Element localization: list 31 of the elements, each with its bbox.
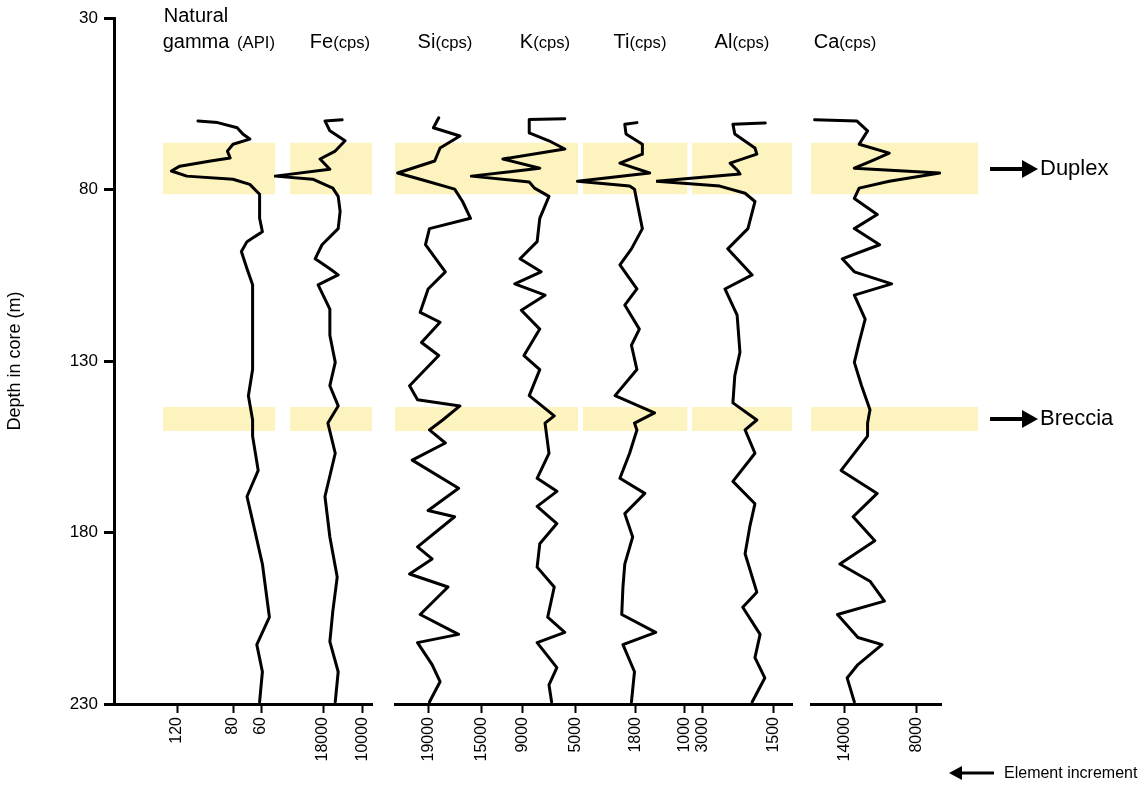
x-tick-label: 80 <box>223 716 241 735</box>
x-tick-label: 19000 <box>418 716 436 762</box>
x-tick-label: 9000 <box>513 716 531 753</box>
x-tick-label: 1800 <box>626 716 644 753</box>
x-tick-label: 18000 <box>313 716 331 762</box>
x-tick-label: 14000 <box>835 716 853 762</box>
y-tick-label: 180 <box>69 522 98 542</box>
y-tick-label: 130 <box>69 350 98 370</box>
y-tick-label: 230 <box>69 693 98 713</box>
chart-title: Natural gamma $_{(API)}$ <box>161 3 275 54</box>
text: K$_{(cps)}$ <box>518 29 572 54</box>
x-tick-label: 1500 <box>763 716 781 753</box>
y-tick-label: 30 <box>79 7 98 27</box>
x-tick-label: 3000 <box>693 716 711 753</box>
y-axis-title: Depth in core (m) <box>3 291 24 431</box>
x-tick-label: 60 <box>251 716 269 735</box>
text: Fe$_{(cps)}$ <box>308 29 372 54</box>
text: Ti$_{(cps)}$ <box>612 29 668 54</box>
text: Si$_{(cps)}$ <box>416 29 474 54</box>
y-tick-label: 80 <box>79 179 98 199</box>
text: Al$_{(cps)}$ <box>713 29 771 54</box>
x-tick-label: 8000 <box>907 716 925 753</box>
text: Ca$_{(cps)}$ <box>812 29 878 54</box>
band-label: Duplex <box>1040 154 1109 180</box>
text: Element increment <box>1004 764 1138 782</box>
x-tick-label: 1000 <box>674 716 692 753</box>
x-tick-label: 120 <box>167 716 185 744</box>
x-tick-label: 15000 <box>471 716 489 762</box>
band-label: Breccia <box>1040 405 1115 431</box>
x-tick-label: 5000 <box>565 716 583 753</box>
x-tick-label: 10000 <box>352 716 370 762</box>
